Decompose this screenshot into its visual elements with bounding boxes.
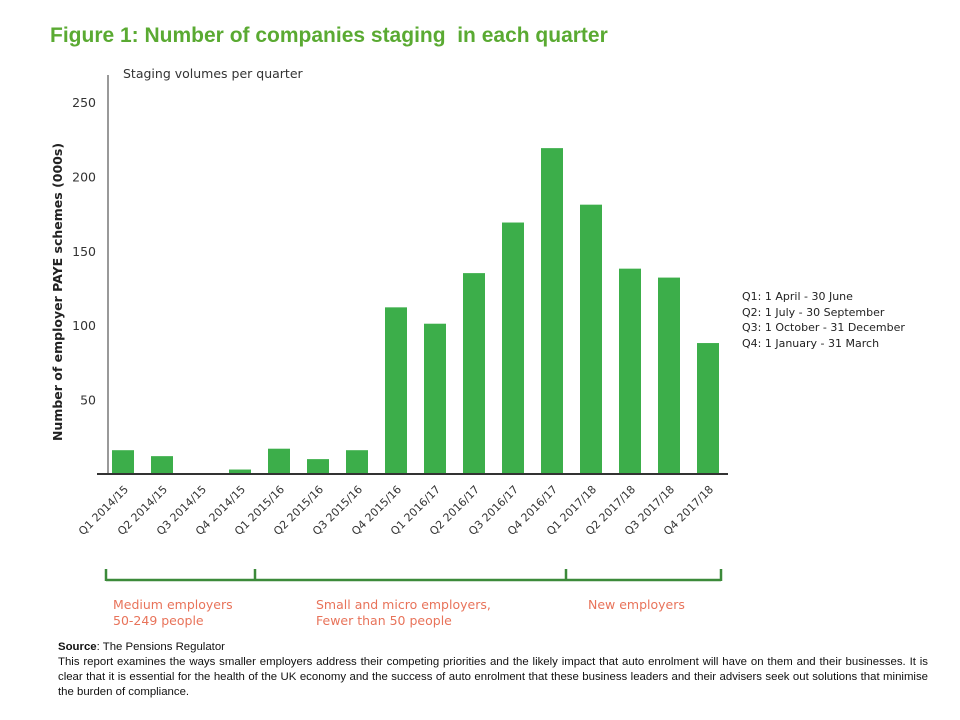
y-tick-label: 100 xyxy=(72,318,96,333)
y-tick-label: 200 xyxy=(72,169,96,184)
bar xyxy=(658,277,680,474)
group-label-small-line1: Small and micro employers, xyxy=(316,597,491,612)
quarter-legend: Q1: 1 April - 30 June Q2: 1 July - 30 Se… xyxy=(742,289,905,351)
bar xyxy=(424,323,446,474)
bar xyxy=(346,450,368,474)
group-label-medium: Medium employers 50-249 people xyxy=(113,597,233,629)
bar-chart: Staging volumes per quarter Number of emp… xyxy=(50,66,728,582)
group-label-new: New employers xyxy=(588,597,685,613)
bar xyxy=(229,469,251,474)
bar xyxy=(541,148,563,475)
footer: Source: The Pensions Regulator This repo… xyxy=(58,640,928,700)
chart-title: Staging volumes per quarter xyxy=(123,66,304,81)
y-tick-label: 50 xyxy=(80,393,96,408)
legend-q2: Q2: 1 July - 30 September xyxy=(742,305,885,319)
bar xyxy=(463,273,485,474)
legend-q1: Q1: 1 April - 30 June xyxy=(742,290,853,303)
bar xyxy=(307,459,329,474)
legend-q4: Q4: 1 January - 31 March xyxy=(742,336,880,350)
bar xyxy=(502,222,524,474)
footer-body: This report examines the ways smaller em… xyxy=(58,656,928,698)
bar xyxy=(112,450,134,474)
bar xyxy=(268,448,290,474)
figure-title: Figure 1: Number of companies staging in… xyxy=(50,24,608,47)
source-text: : The Pensions Regulator xyxy=(96,641,225,653)
bar xyxy=(580,204,602,474)
source-line: Source: The Pensions Regulator xyxy=(58,640,928,655)
group-label-medium-line2: 50-249 people xyxy=(113,613,204,628)
group-label-small: Small and micro employers, Fewer than 50… xyxy=(316,597,491,629)
bar xyxy=(697,343,719,474)
group-label-small-line2: Fewer than 50 people xyxy=(316,613,452,628)
bar xyxy=(151,456,173,474)
y-axis-label: Number of employer PAYE schemes (000s) xyxy=(50,143,65,441)
bar xyxy=(385,307,407,474)
y-tick-label: 250 xyxy=(72,95,96,110)
legend-q3: Q3: 1 October - 31 December xyxy=(742,321,905,334)
group-label-new-line1: New employers xyxy=(588,597,685,612)
bar xyxy=(619,268,641,474)
group-label-medium-line1: Medium employers xyxy=(113,597,233,612)
source-label: Source xyxy=(58,641,97,653)
y-tick-label: 150 xyxy=(72,244,96,259)
